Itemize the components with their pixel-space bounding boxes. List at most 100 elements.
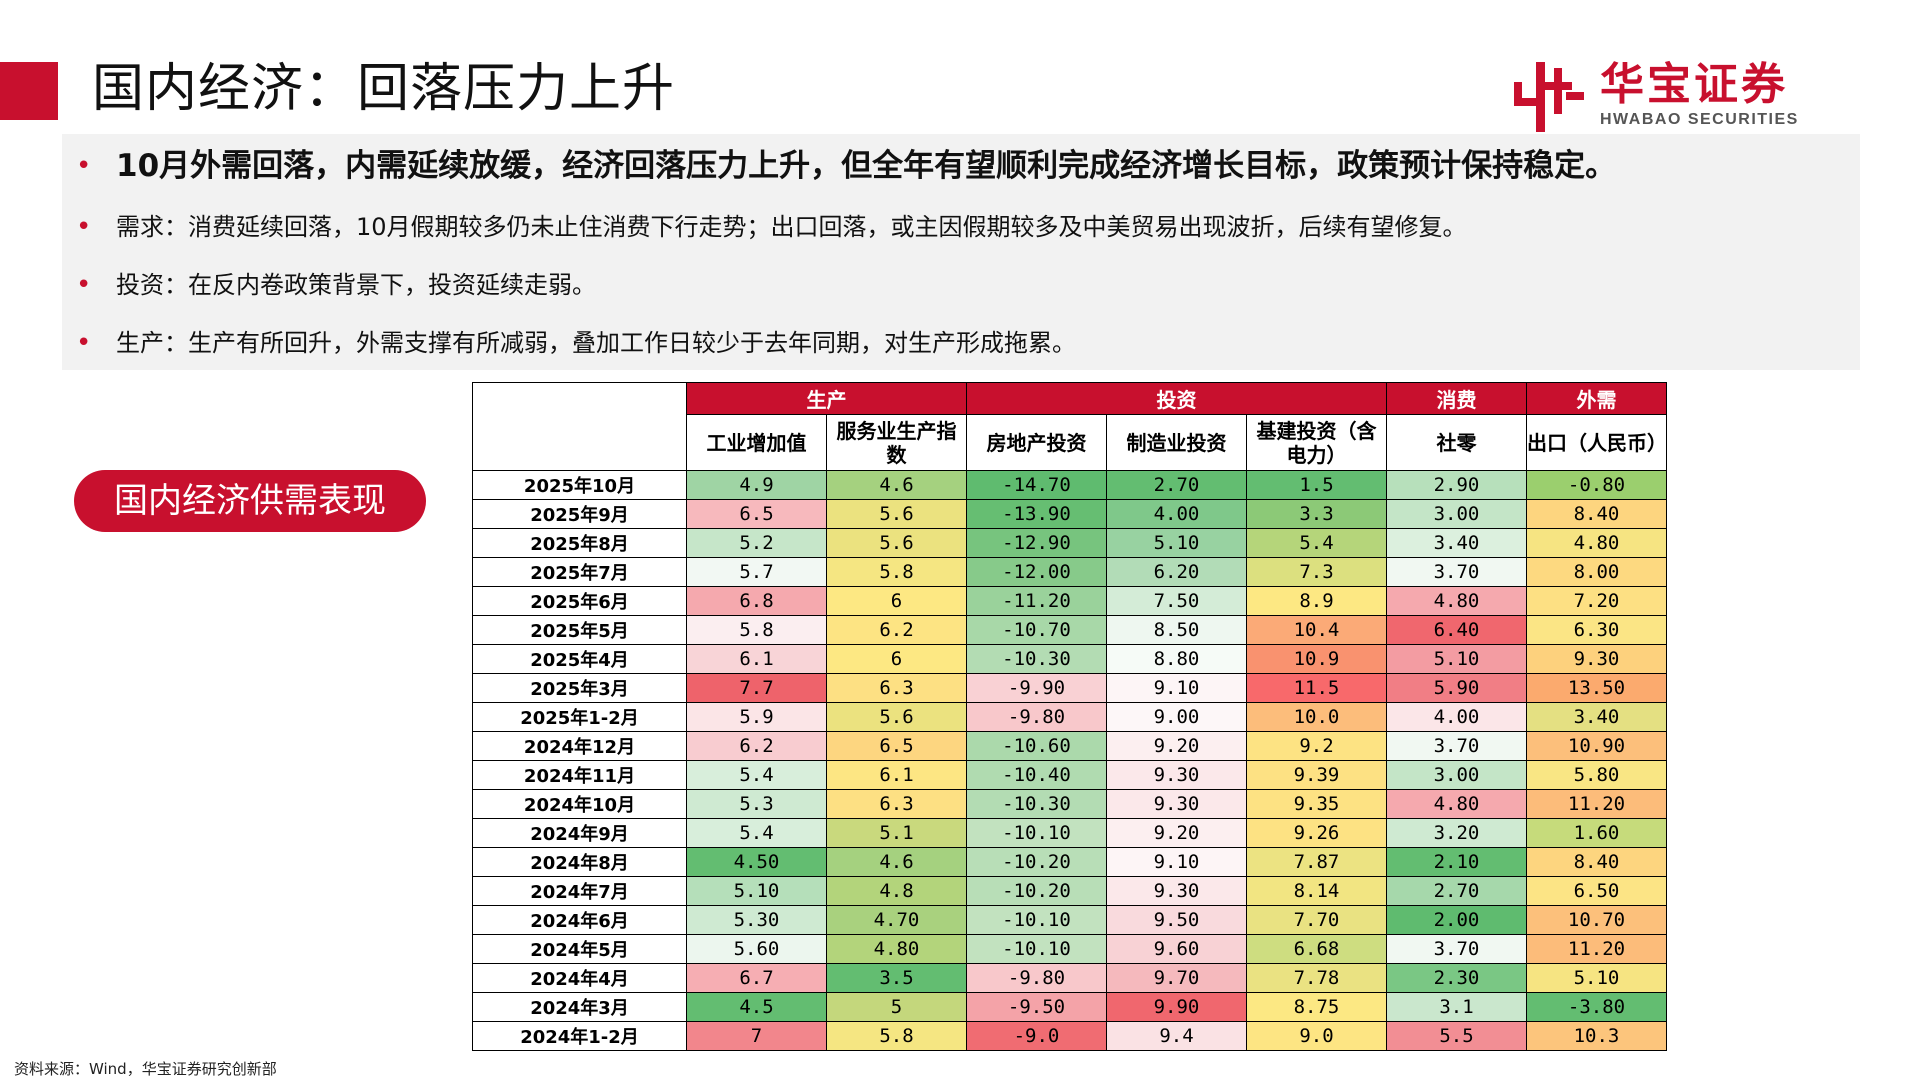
table-cell: 5.8 — [826, 1021, 967, 1051]
table-cell: 9.30 — [1106, 760, 1247, 790]
table-cell: 9.10 — [1106, 673, 1247, 703]
table-cell: 5.8 — [686, 615, 827, 645]
table-cell: 10.9 — [1246, 644, 1387, 674]
table-row-date: 2024年3月 — [472, 992, 687, 1022]
table-cell: 5.6 — [826, 499, 967, 529]
table-cell: -10.10 — [966, 934, 1107, 964]
table-cell: 1.60 — [1526, 818, 1667, 848]
table-cell: -10.10 — [966, 818, 1107, 848]
table-cell: 6.3 — [826, 789, 967, 819]
table-cell: 8.00 — [1526, 557, 1667, 587]
bullet-dot-icon: • — [76, 212, 92, 242]
table-cell: 3.00 — [1386, 760, 1527, 790]
table-cell: 3.40 — [1386, 528, 1527, 558]
table-cell: 6.3 — [826, 673, 967, 703]
table-column-header: 工业增加值 — [686, 414, 827, 471]
table-cell: -12.00 — [966, 557, 1107, 587]
table-row-date: 2024年10月 — [472, 789, 687, 819]
table-cell: 5.4 — [1246, 528, 1387, 558]
table-row: 2024年9月 5.4 5.1 -10.10 9.20 9.26 3.20 1.60 — [472, 818, 1667, 848]
summary-bullet-production: • 生产：生产有所回升，外需支撑有所减弱，叠加工作日较少于去年同期，对生产形成拖… — [76, 328, 1076, 358]
bullet-dot-icon: • — [76, 328, 92, 358]
table-row-date: 2025年8月 — [472, 528, 687, 558]
table-column-header: 服务业生产指数 — [826, 414, 967, 471]
table-cell: -9.0 — [966, 1021, 1107, 1051]
table-row: 2024年8月 4.50 4.6 -10.20 9.10 7.87 2.10 8.40 — [472, 847, 1667, 877]
summary-box: • 10月外需回落，内需延续放缓，经济回落压力上升，但全年有望顺利完成经济增长目… — [62, 134, 1860, 370]
table-row: 2025年3月 7.7 6.3 -9.90 9.10 11.5 5.90 13.50 — [472, 673, 1667, 703]
table-cell: 4.8 — [826, 876, 967, 906]
table-cell: 9.26 — [1246, 818, 1387, 848]
table-cell: -10.20 — [966, 876, 1107, 906]
table-cell: 6.5 — [826, 731, 967, 761]
table-row-date: 2025年7月 — [472, 557, 687, 587]
table-cell: 7.87 — [1246, 847, 1387, 877]
table-cell: 6.2 — [686, 731, 827, 761]
table-cell: 10.3 — [1526, 1021, 1667, 1051]
table-row: 2024年6月 5.30 4.70 -10.10 9.50 7.70 2.00 10.70 — [472, 905, 1667, 935]
table-cell: 4.00 — [1386, 702, 1527, 732]
table-row-date: 2024年5月 — [472, 934, 687, 964]
company-logo: 华宝证券 HWABAO SECURITIES — [1510, 58, 1860, 134]
section-label-pill: 国内经济供需表现 — [74, 470, 426, 532]
table-cell: 5.10 — [686, 876, 827, 906]
table-row-date: 2024年1-2月 — [472, 1021, 687, 1051]
table-cell: 4.80 — [826, 934, 967, 964]
table-cell: 3.1 — [1386, 992, 1527, 1022]
table-column-header-row: 工业增加值 服务业生产指数 房地产投资 制造业投资 基建投资（含电力） 社零 出口（人民币） — [473, 414, 1667, 471]
table-cell: 10.0 — [1246, 702, 1387, 732]
table-cell: 3.70 — [1386, 557, 1527, 587]
table-cell: 5.9 — [686, 702, 827, 732]
table-cell: 7.3 — [1246, 557, 1387, 587]
table-cell: 6.7 — [686, 963, 827, 993]
table-cell: 4.5 — [686, 992, 827, 1022]
table-cell: 10.70 — [1526, 905, 1667, 935]
table-column-header: 房地产投资 — [966, 414, 1107, 471]
table-cell: 1.5 — [1246, 470, 1387, 500]
summary-item-text: 生产：生产有所回升，外需支撑有所减弱，叠加工作日较少于去年同期，对生产形成拖累。 — [116, 329, 1076, 357]
table-cell: 9.30 — [1106, 789, 1247, 819]
table-cell: 3.3 — [1246, 499, 1387, 529]
table-cell: 7.20 — [1526, 586, 1667, 616]
table-row-date: 2025年4月 — [472, 644, 687, 674]
table-cell: 6.20 — [1106, 557, 1247, 587]
table-cell: 6 — [826, 644, 967, 674]
table-cell: 8.75 — [1246, 992, 1387, 1022]
table-cell: 9.50 — [1106, 905, 1247, 935]
table-row: 2025年6月 6.8 6 -11.20 7.50 8.9 4.80 7.20 — [472, 586, 1667, 616]
table-cell: -10.60 — [966, 731, 1107, 761]
table-cell: 2.90 — [1386, 470, 1527, 500]
table-cell: 4.80 — [1386, 789, 1527, 819]
summary-bullet-demand: • 需求：消费延续回落，10月假期较多仍未止住消费下行走势；出口回落，或主因假期… — [76, 212, 1467, 242]
table-body: 2025年10月 4.9 4.6 -14.70 2.70 1.5 2.90 -0.80 2025… — [472, 470, 1667, 1051]
table-cell: 4.6 — [826, 847, 967, 877]
table-cell: 6.1 — [686, 644, 827, 674]
table-cell: 9.39 — [1246, 760, 1387, 790]
table-cell: 9.90 — [1106, 992, 1247, 1022]
table-cell: 6.5 — [686, 499, 827, 529]
table-cell: 7.70 — [1246, 905, 1387, 935]
table-cell: -0.80 — [1526, 470, 1667, 500]
summary-item-text: 需求：消费延续回落，10月假期较多仍未止住消费下行走势；出口回落，或主因假期较多… — [116, 213, 1467, 241]
table-cell: 11.20 — [1526, 934, 1667, 964]
table-cell: 6.30 — [1526, 615, 1667, 645]
table-cell: 5.1 — [826, 818, 967, 848]
table-cell: -9.90 — [966, 673, 1107, 703]
table-cell: 10.4 — [1246, 615, 1387, 645]
table-row: 2025年7月 5.7 5.8 -12.00 6.20 7.3 3.70 8.00 — [472, 557, 1667, 587]
table-cell: -10.10 — [966, 905, 1107, 935]
table-row-date: 2024年6月 — [472, 905, 687, 935]
logo-chinese-name: 华宝证券 — [1600, 59, 1788, 110]
table-cell: -10.40 — [966, 760, 1107, 790]
page-title: 国内经济：回落压力上升 — [92, 59, 676, 119]
table-cell: 8.80 — [1106, 644, 1247, 674]
table-row: 2025年9月 6.5 5.6 -13.90 4.00 3.3 3.00 8.40 — [472, 499, 1667, 529]
table-row: 2024年12月 6.2 6.5 -10.60 9.20 9.2 3.70 10.90 — [472, 731, 1667, 761]
table-cell: 2.00 — [1386, 905, 1527, 935]
table-cell: 3.70 — [1386, 934, 1527, 964]
bullet-dot-icon: • — [76, 151, 92, 181]
table-column-header: 制造业投资 — [1106, 414, 1247, 471]
table-cell: 11.20 — [1526, 789, 1667, 819]
table-cell: 6.2 — [826, 615, 967, 645]
table-row: 2025年5月 5.8 6.2 -10.70 8.50 10.4 6.40 6.30 — [472, 615, 1667, 645]
